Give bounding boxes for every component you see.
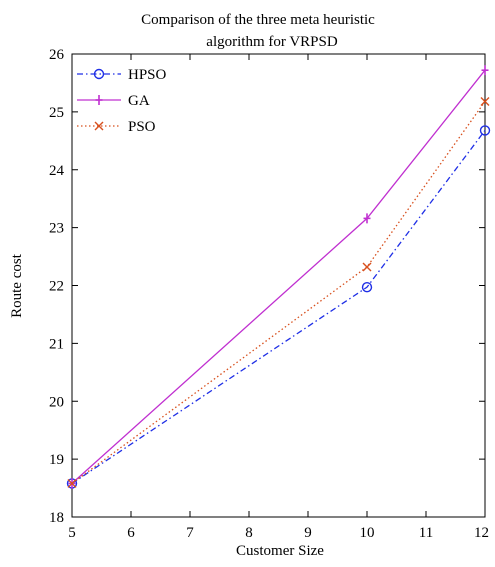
- y-tick-label: 21: [49, 336, 64, 352]
- y-tick-label: 26: [49, 47, 65, 63]
- x-tick-label: 6: [127, 525, 135, 541]
- legend-marker: [93, 68, 105, 80]
- chart-title-line-1: Comparison of the three meta heuristic: [141, 12, 375, 28]
- legend: HPSO GA PSO: [77, 67, 167, 135]
- series-line-pso: [71, 101, 486, 484]
- x-tick-label: 5: [68, 525, 76, 541]
- data-point-ga: [481, 65, 489, 76]
- x-tick-label: 11: [419, 525, 433, 541]
- legend-item-pso: PSO: [77, 119, 156, 135]
- legend-marker: [94, 121, 104, 131]
- data-point-pso: [480, 96, 490, 106]
- x-tick-label: 10: [360, 525, 375, 541]
- series-layer: [66, 65, 491, 489]
- x-tick-label: 7: [186, 525, 194, 541]
- data-point-pso: [362, 262, 372, 272]
- x-axis-label: Customer Size: [236, 543, 324, 559]
- series-line-hpso: [71, 130, 486, 484]
- legend-marker: [95, 95, 103, 105]
- y-tick-label: 23: [49, 221, 64, 237]
- y-tick-label: 20: [49, 394, 64, 410]
- x-tick-label: 12: [474, 525, 489, 541]
- legend-label: PSO: [128, 119, 156, 135]
- y-tick-label: 22: [49, 279, 64, 295]
- data-point-ga: [363, 213, 371, 224]
- y-axis-label: Route cost: [9, 253, 25, 318]
- x-tick-label: 9: [304, 525, 312, 541]
- y-tick-label: 18: [49, 510, 64, 526]
- y-axis: 18 19 20 21 22 23 24 25 26: [49, 47, 485, 526]
- legend-item-ga: GA: [77, 93, 150, 109]
- data-point-hpso: [361, 282, 373, 293]
- y-tick-label: 25: [49, 105, 64, 121]
- y-tick-label: 24: [49, 163, 65, 179]
- legend-item-hpso: HPSO: [77, 67, 167, 83]
- legend-label: GA: [128, 93, 150, 109]
- x-axis: 5 6 7 8 9 10 11 12: [68, 54, 489, 541]
- legend-label: HPSO: [128, 67, 167, 83]
- x-tick-label: 8: [245, 525, 253, 541]
- data-point-hpso: [479, 125, 491, 136]
- chart-title-line-2: algorithm for VRPSD: [206, 34, 338, 50]
- y-tick-label: 19: [49, 452, 64, 468]
- data-point-pso: [67, 478, 77, 488]
